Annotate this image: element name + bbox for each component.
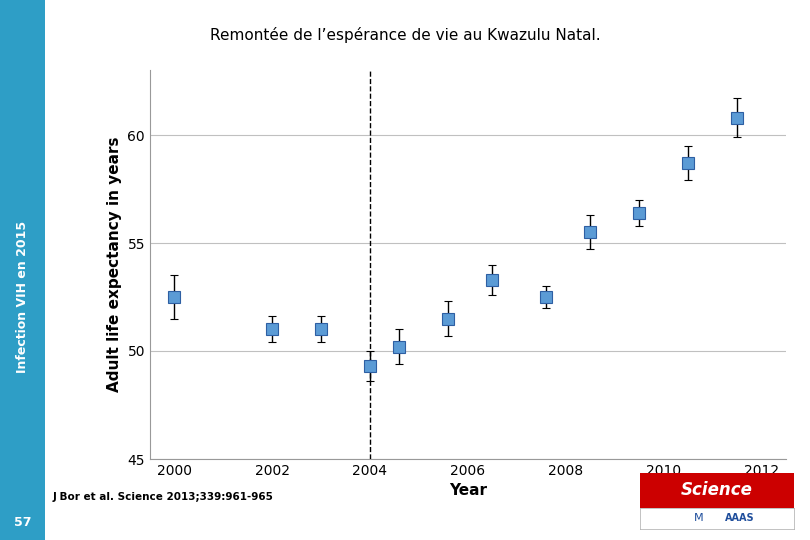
X-axis label: Year: Year	[449, 483, 487, 498]
Text: Remontée de l’espérance de vie au Kwazulu Natal.: Remontée de l’espérance de vie au Kwazul…	[210, 27, 600, 43]
Text: J Bor et al. Science 2013;339:961-965: J Bor et al. Science 2013;339:961-965	[53, 492, 274, 502]
Text: AAAS: AAAS	[724, 514, 754, 523]
Text: Science: Science	[681, 481, 752, 499]
Text: 57: 57	[14, 516, 31, 529]
Y-axis label: Adult life expectancy in years: Adult life expectancy in years	[107, 137, 122, 393]
Text: Infection VIH en 2015: Infection VIH en 2015	[15, 221, 29, 373]
Text: Μ: Μ	[693, 514, 703, 523]
